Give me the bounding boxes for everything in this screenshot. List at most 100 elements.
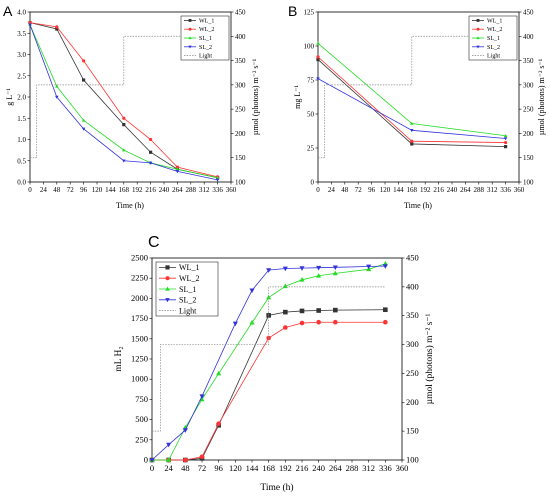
panel-b-x-axis-label: Time (h) (404, 201, 432, 210)
panel-a-series-sl2-point (81, 127, 86, 131)
panel-c-series-wl1-point (316, 308, 321, 313)
panel-a-series-wl2-point (55, 25, 59, 29)
panel-c-series-sl1-point (249, 319, 255, 325)
panel-c-x-tick-label: 192 (279, 463, 292, 473)
panel-a-series-sl2-point (28, 23, 32, 27)
panel-b-y-tick-label: 50 (307, 111, 315, 119)
panel-a-y-tick-label: 1.0 (17, 136, 26, 144)
panel-b-series-sl2-point (316, 77, 320, 81)
panel-c-x-tick-label: 72 (198, 463, 207, 473)
panel-b-y2-tick-label: 200 (523, 130, 534, 138)
panel-b-x-tick-label: 240 (447, 186, 458, 194)
panel-a-series-wl2-point (28, 21, 32, 25)
panel-c-series-wl2-point (299, 320, 305, 326)
panel-a-series-sl1-point (215, 175, 220, 180)
panel-c-y-tick-label: 1000 (131, 374, 148, 384)
panel-b-x-tick-label: 360 (514, 186, 525, 194)
panel-b-series-wl1-point (316, 58, 320, 62)
panel-a-series-wl1-point (149, 150, 153, 154)
panel-b-y-axis-label: mg L⁻¹ (293, 85, 302, 109)
panel-c-series-sl2-point (249, 288, 255, 294)
panel-b-y-tick-label: 0 (311, 179, 315, 187)
panel-c-y-tick-label: 1500 (131, 333, 148, 343)
panel-b-letter: B (288, 3, 297, 19)
panel-b-series-sl1-point (316, 41, 320, 45)
panel-a-y-axis-label: g L⁻¹ (5, 88, 14, 106)
panel-b-legend-wl1-marker (476, 18, 480, 22)
panel-c-x-tick-label: 96 (214, 463, 223, 473)
panel-c-series-sl2-point (166, 442, 172, 448)
panel-c-series-sl2-point (382, 264, 388, 269)
panel-b-legend-sl2-marker (476, 45, 480, 49)
panel-b-series-wl1-point (410, 142, 414, 146)
panel-a-x-tick-label: 120 (92, 186, 103, 194)
panel-c-y-axis-label: mL H₂ (114, 346, 124, 371)
panel-a-series-sl2-point (215, 178, 220, 182)
panel-a-x-tick-label: 72 (67, 186, 75, 194)
panel-a-y-tick-label: 4.0 (17, 9, 26, 17)
panel-c-y2-tick-label: 400 (406, 281, 419, 291)
panel-c-x-tick-label: 288 (346, 463, 359, 473)
panel-c-series-sl2-point (149, 458, 155, 463)
panel-a-y2-tick-label: 350 (235, 57, 246, 65)
panel-b-x-tick-label: 48 (341, 186, 349, 194)
panel-b-legend: WL_1 WL_2 SL_1 SL_2 Light (468, 15, 518, 61)
panel-a-x-tick-label: 144 (105, 186, 116, 194)
panel-c-legend-sl1-marker (165, 286, 170, 291)
panel-b-series-light-line (318, 35, 506, 159)
panel-a-x-tick-label: 336 (212, 186, 223, 194)
panel-b-y-tick-label: 100 (304, 43, 315, 51)
panel-c-y2-tick-label: 300 (406, 339, 419, 349)
panel-c-x-axis-label: Time (h) (260, 482, 293, 493)
panel-c-y-tick-label: 750 (135, 394, 148, 404)
panel-b-x-tick-label: 120 (380, 186, 391, 194)
panel-a-series-sl1-point (175, 167, 180, 171)
panel-a-series-wl1-point (82, 78, 86, 82)
panel-c-series-wl1-point (333, 307, 338, 313)
panel-b-plot-frame (317, 11, 520, 183)
panel-c-series-sl2-point (199, 394, 205, 399)
panel-b-y-tick-label: 75 (307, 77, 315, 85)
panel-c-y2-tick-label: 350 (406, 310, 419, 320)
panel-b-series-sl1-point (410, 121, 414, 125)
panel-c-x-tick-label: 336 (379, 463, 392, 473)
panel-c-series-wl2-point (383, 319, 388, 325)
panel-a-x-tick-label: 96 (80, 186, 88, 194)
panel-c-series-wl2-point (266, 335, 271, 341)
panel-a-y-tick-label: 2.0 (17, 94, 26, 102)
panel-c-series-sl1-point (199, 396, 205, 402)
panel-c-legend-wl1-label: WL_1 (179, 263, 199, 272)
panel-c-x-tick-label: 0 (150, 463, 154, 473)
panel-c-series-sl2-point (266, 268, 272, 273)
panel-b-x-tick-label: 0 (316, 186, 320, 194)
panel-a-series-wl2-point (122, 116, 126, 120)
panel-a-y2-tick-label: 150 (235, 154, 246, 162)
panel-c-series-sl1-point (332, 270, 338, 276)
panel-a-legend-light-label: Light (199, 54, 212, 60)
panel-c-x-tick-label: 240 (312, 463, 325, 473)
panel-c-y-tick-label: 1250 (131, 354, 148, 364)
panel-a-series-sl2-point (148, 161, 153, 165)
panel-a-legend-sl2-marker (188, 45, 192, 49)
panel-a-x-tick-label: 240 (159, 186, 170, 194)
panel-c-y-tick-label: 250 (135, 434, 148, 444)
panel-a-y2-tick-label: 100 (235, 179, 246, 187)
panel-a-series-sl1-point (81, 118, 86, 122)
panel-b-x-tick-label: 216 (433, 186, 444, 194)
panel-c-y-tick-label: 0 (144, 455, 148, 465)
panel-a-legend-wl1-label: WL_1 (199, 18, 214, 24)
panel-c-y-tick-label: 2000 (131, 293, 148, 303)
panel-b-y2-tick-label: 400 (523, 33, 534, 41)
panel-a-x-tick-label: 312 (199, 186, 210, 194)
panel-c-x-tick-label: 360 (396, 463, 409, 473)
panel-c-series-sl1-point (299, 277, 305, 282)
panel-c-x-tick-label: 48 (181, 463, 190, 473)
panel-a-legend-wl2-marker (188, 27, 192, 31)
panel-a-series: 0 24 48 72 96 120 144 168 192 216 240 264 288 312 336 3… (17, 9, 246, 195)
panel-c-legend-sl2-label: SL_2 (179, 296, 196, 305)
panel-c-series-wl2-point (199, 454, 205, 460)
panel-c-y-tick-label: 500 (135, 414, 148, 424)
panel-c-legend-sl2-marker (165, 298, 170, 303)
panel-c-y2-tick-label: 250 (406, 368, 419, 378)
panel-a-y-tick-label: 0.5 (17, 157, 26, 165)
